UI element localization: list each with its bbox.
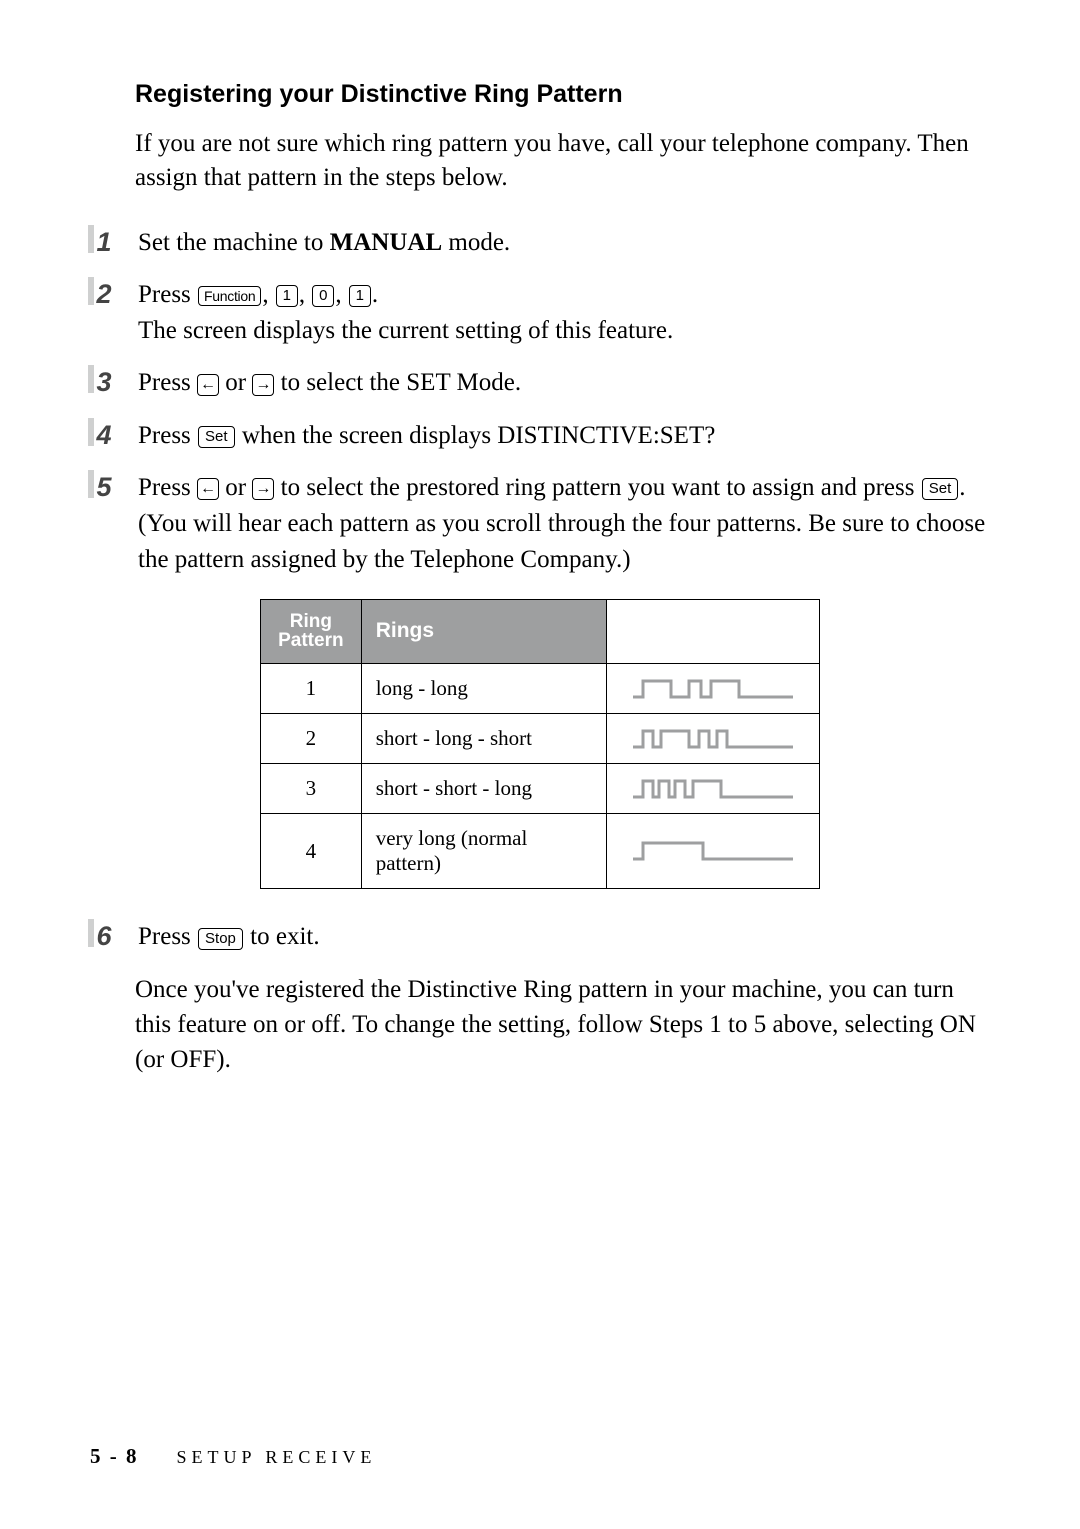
- cell-waveform: [606, 664, 819, 714]
- cell-description: short - short - long: [361, 764, 606, 814]
- waveform-icon: [633, 777, 793, 801]
- text-fragment: Press: [138, 474, 197, 501]
- text-fragment: Press: [138, 369, 197, 396]
- right-arrow-key-icon: →: [252, 478, 274, 500]
- step-list: 1 Set the machine to MANUAL mode. 2 Pres…: [90, 225, 990, 579]
- step-6: 6 Press Stop to exit.: [90, 919, 990, 955]
- digit-key-icon: 1: [276, 285, 298, 307]
- step-number: 4: [90, 416, 118, 455]
- table-row: 1 long - long: [261, 664, 820, 714]
- table-header-rings: Rings: [361, 599, 606, 664]
- step-number: 5: [90, 468, 118, 507]
- section-heading: Registering your Distinctive Ring Patter…: [135, 80, 990, 109]
- waveform-icon: [633, 839, 793, 863]
- cell-description: short - long - short: [361, 714, 606, 764]
- step-1: 1 Set the machine to MANUAL mode.: [90, 225, 990, 261]
- text-fragment: or: [219, 474, 252, 501]
- cell-pattern: 2: [261, 714, 362, 764]
- page-footer: 5 - 8 SETUP RECEIVE: [90, 1444, 376, 1469]
- table-row: 4 very long (normal pattern): [261, 814, 820, 889]
- right-arrow-key-icon: →: [252, 374, 274, 396]
- left-arrow-key-icon: ←: [197, 478, 219, 500]
- text-fragment: Press: [138, 923, 197, 950]
- step-text: Press Function, 1, 0, 1. The screen disp…: [138, 281, 673, 344]
- page-number: 5 - 8: [90, 1444, 139, 1468]
- text-fragment: The screen displays the current setting …: [138, 317, 673, 344]
- text-fragment: to exit.: [244, 923, 320, 950]
- function-key-icon: Function: [198, 286, 261, 307]
- text-fragment: or: [219, 369, 252, 396]
- left-arrow-key-icon: ←: [197, 374, 219, 396]
- text-fragment: to select the prestored ring pattern you…: [274, 474, 920, 501]
- table-body: 1 long - long 2 short - long - short 3 s…: [261, 664, 820, 889]
- table-header-waveform: [606, 599, 819, 664]
- step-text: Press Set when the screen displays DISTI…: [138, 422, 715, 449]
- waveform-icon: [633, 677, 793, 701]
- intro-paragraph: If you are not sure which ring pattern y…: [135, 127, 990, 195]
- digit-key-icon: 0: [312, 285, 334, 307]
- ring-pattern-table: RingPattern Rings 1 long - long 2 short …: [260, 599, 820, 890]
- text-bold: MANUAL: [330, 229, 443, 256]
- text-fragment: Ring: [290, 611, 332, 632]
- cell-description: very long (normal pattern): [361, 814, 606, 889]
- step-2: 2 Press Function, 1, 0, 1. The screen di…: [90, 277, 990, 350]
- cell-description: long - long: [361, 664, 606, 714]
- step-4: 4 Press Set when the screen displays DIS…: [90, 418, 990, 454]
- text-fragment: Pattern: [278, 630, 343, 651]
- step-text: Set the machine to MANUAL mode.: [138, 229, 510, 256]
- step-text: Press ← or → to select the prestored rin…: [138, 474, 985, 574]
- cell-waveform: [606, 764, 819, 814]
- step-3: 3 Press ← or → to select the SET Mode.: [90, 365, 990, 401]
- text-fragment: to select the SET Mode.: [274, 369, 521, 396]
- table-row: 3 short - short - long: [261, 764, 820, 814]
- text-fragment: Press: [138, 281, 197, 308]
- step-5: 5 Press ← or → to select the prestored r…: [90, 470, 990, 579]
- text-fragment: Set the machine to: [138, 229, 330, 256]
- table-row: 2 short - long - short: [261, 714, 820, 764]
- step-text: Press ← or → to select the SET Mode.: [138, 369, 521, 396]
- cell-waveform: [606, 714, 819, 764]
- text-fragment: Press: [138, 422, 197, 449]
- closing-paragraph: Once you've registered the Distinctive R…: [135, 972, 990, 1077]
- step-text: Press Stop to exit.: [138, 923, 320, 950]
- cell-pattern: 4: [261, 814, 362, 889]
- set-key-icon: Set: [198, 426, 235, 448]
- waveform-icon: [633, 727, 793, 751]
- step-number: 1: [90, 223, 118, 262]
- table-header-pattern: RingPattern: [261, 599, 362, 664]
- stop-key-icon: Stop: [198, 928, 243, 950]
- text-fragment: when the screen displays DISTINCTIVE:SET…: [236, 422, 716, 449]
- step-list-continued: 6 Press Stop to exit.: [90, 919, 990, 955]
- cell-waveform: [606, 814, 819, 889]
- set-key-icon: Set: [922, 478, 959, 500]
- footer-section: SETUP RECEIVE: [177, 1447, 377, 1467]
- step-number: 3: [90, 363, 118, 402]
- page-container: Registering your Distinctive Ring Patter…: [0, 0, 1080, 1529]
- step-number: 6: [90, 917, 118, 956]
- step-number: 2: [90, 275, 118, 314]
- text-fragment: mode.: [442, 229, 510, 256]
- digit-key-icon: 1: [349, 285, 371, 307]
- cell-pattern: 3: [261, 764, 362, 814]
- cell-pattern: 1: [261, 664, 362, 714]
